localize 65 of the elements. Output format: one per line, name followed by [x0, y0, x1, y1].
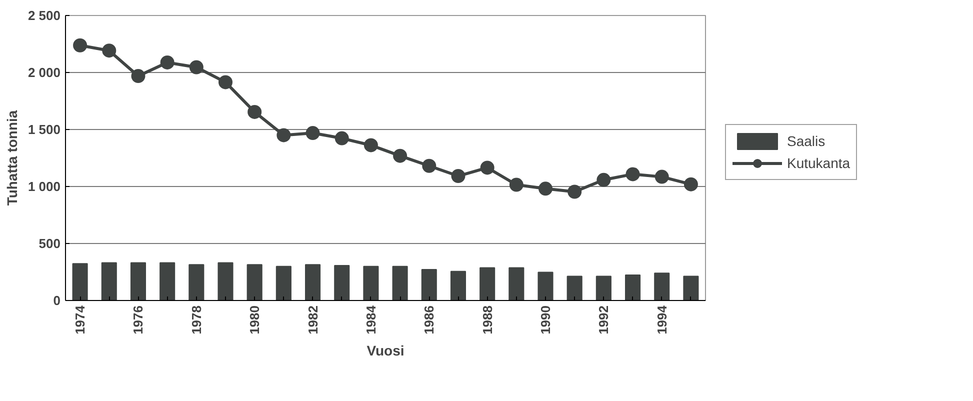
- bar: [101, 262, 117, 300]
- bar: [188, 264, 204, 300]
- x-tick-label: 1994: [654, 304, 670, 334]
- point: [248, 104, 262, 119]
- point: [596, 172, 611, 187]
- point: [131, 69, 146, 84]
- x-tick-label: 1992: [596, 306, 612, 334]
- x-tick-label: 1976: [130, 306, 146, 334]
- bar: [334, 265, 350, 300]
- point: [654, 170, 669, 184]
- y-tick-label: 0: [53, 293, 61, 308]
- x-tick-label: 1984: [363, 304, 378, 334]
- bar: [538, 272, 554, 300]
- bar: [683, 276, 699, 300]
- x-tick-label: 1982: [305, 306, 320, 334]
- bar: [246, 264, 262, 300]
- point: [102, 44, 116, 58]
- x-tick-label: 1974: [72, 304, 88, 334]
- bar: [596, 276, 612, 300]
- bar: [276, 266, 292, 300]
- y-tick-label: 500: [38, 236, 61, 251]
- point: [276, 128, 291, 142]
- y-tick-label: 1 000: [28, 179, 61, 194]
- point: [568, 184, 582, 199]
- y-axis-title: Tuhatta tonnia: [4, 110, 20, 206]
- bar: [450, 270, 466, 300]
- point: [451, 169, 466, 183]
- point: [626, 167, 640, 182]
- point: [73, 38, 88, 52]
- bar: [218, 262, 234, 300]
- bar: [305, 264, 321, 300]
- point: [160, 55, 174, 70]
- x-tick-label: 1978: [188, 306, 204, 334]
- point: [509, 178, 524, 192]
- bar: [508, 267, 524, 300]
- y-tick-label: 2 500: [28, 8, 61, 23]
- point: [218, 75, 232, 90]
- point: [334, 131, 349, 146]
- point: [480, 160, 494, 175]
- x-tick-label: 1986: [422, 306, 437, 334]
- bar: [654, 272, 670, 300]
- bar: [392, 266, 408, 300]
- bar: [625, 274, 641, 300]
- point: [306, 126, 320, 140]
- point: [189, 60, 204, 74]
- point: [538, 182, 552, 196]
- x-tick-label: 1988: [480, 306, 495, 334]
- y-tick-label: 2 000: [28, 65, 61, 80]
- legend-label: Kutukanta: [787, 155, 850, 171]
- point: [422, 158, 436, 173]
- legend-label: Saalis: [787, 133, 826, 149]
- bar: [72, 263, 88, 300]
- point: [393, 148, 408, 163]
- bar: [480, 267, 496, 300]
- bar: [160, 262, 176, 300]
- x-axis-title: Vuosi: [366, 342, 404, 358]
- x-tick-label: 1980: [247, 306, 262, 334]
- point: [364, 138, 378, 152]
- bar: [363, 266, 379, 300]
- bar: [421, 268, 437, 300]
- bar: [130, 262, 146, 300]
- bar: [566, 276, 582, 300]
- point: [684, 177, 698, 192]
- x-tick-label: 1990: [538, 306, 553, 334]
- y-tick-label: 1 500: [28, 122, 61, 137]
